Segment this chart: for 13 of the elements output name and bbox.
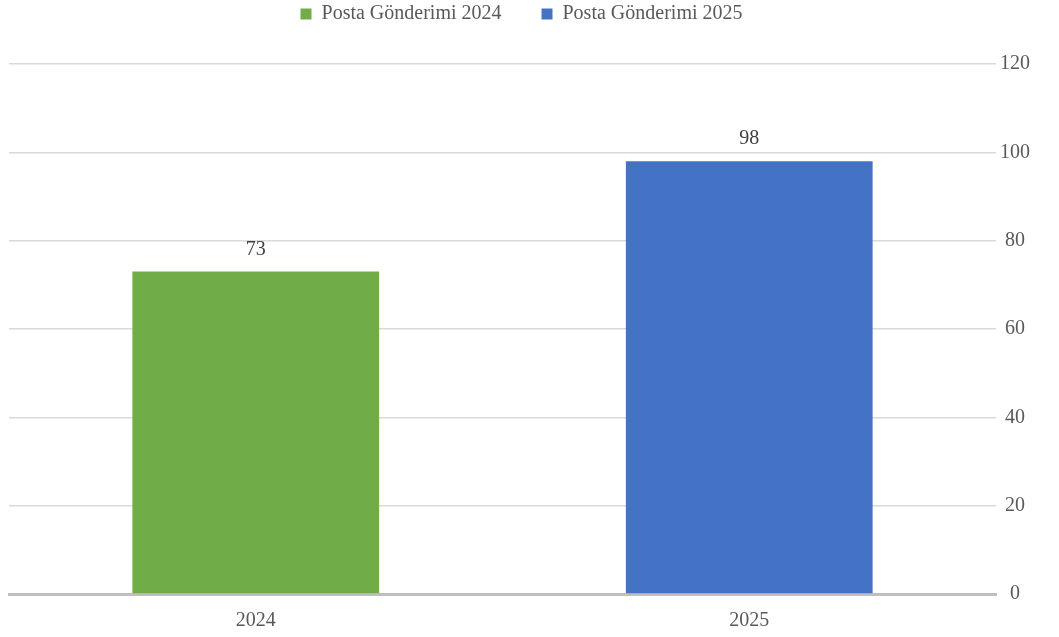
y-tick-label: 40 <box>1005 404 1025 427</box>
legend-label: Posta Gönderimi 2024 <box>321 1 502 24</box>
data-label: 73 <box>245 236 266 259</box>
y-tick-label: 80 <box>1005 227 1025 250</box>
y-tick-label: 20 <box>1005 492 1025 515</box>
data-label: 98 <box>739 126 760 149</box>
y-tick-label: 120 <box>1000 51 1030 74</box>
x-tick-label: 2024 <box>235 608 276 631</box>
y-tick-label: 0 <box>1010 581 1020 604</box>
y-tick-label: 100 <box>1000 139 1030 162</box>
y-tick-label: 60 <box>1005 316 1025 339</box>
legend-label: Posta Gönderimi 2025 <box>562 1 743 24</box>
x-tick-label: 2025 <box>729 608 770 631</box>
